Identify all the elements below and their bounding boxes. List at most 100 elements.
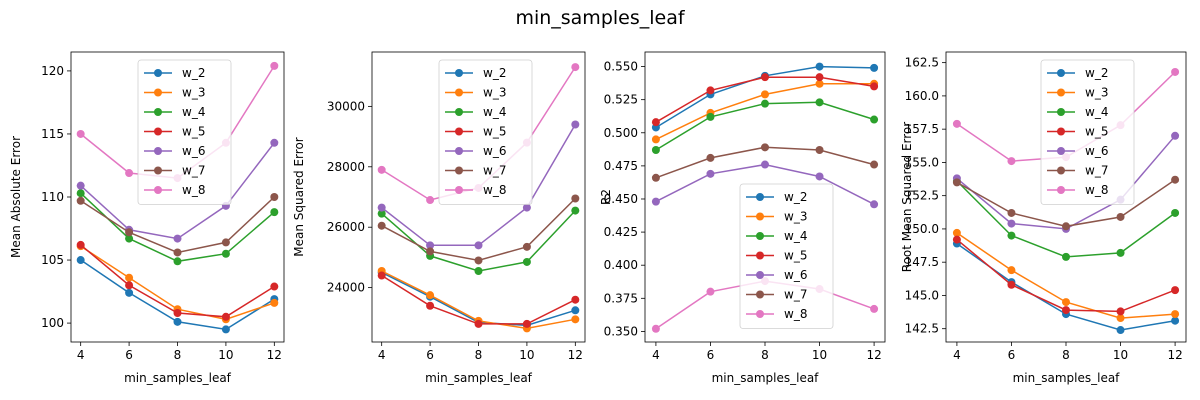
data-point-w_6 bbox=[706, 169, 715, 178]
data-point-w_5 bbox=[1171, 286, 1180, 295]
data-point-w_4 bbox=[571, 206, 580, 215]
legend-label: w_7 bbox=[483, 164, 506, 178]
data-point-w_8 bbox=[571, 63, 580, 72]
legend-marker bbox=[756, 271, 764, 279]
data-point-w_7 bbox=[474, 256, 483, 265]
data-point-w_7 bbox=[1116, 212, 1125, 221]
axes-frame bbox=[70, 51, 285, 343]
x-axis-label: min_samples_leaf bbox=[712, 371, 820, 385]
legend-marker bbox=[455, 108, 463, 116]
legend: w_2 w_3 w_4 w_5 w_6 w_7 w_8 bbox=[438, 59, 533, 205]
data-point-w_7 bbox=[571, 194, 580, 203]
legend-marker bbox=[1057, 88, 1065, 97]
y-axis-label: Mean Absolute Error bbox=[9, 136, 23, 258]
data-point-w_5 bbox=[870, 82, 879, 91]
y-axis-label: Mean Squared Error bbox=[292, 137, 306, 257]
y-tick-label: 120 bbox=[41, 64, 64, 78]
data-point-w_5 bbox=[76, 240, 85, 249]
y-tick-label: 157.5 bbox=[905, 122, 939, 136]
y-tick-label: 155.0 bbox=[905, 155, 939, 169]
data-point-w_4 bbox=[815, 98, 824, 107]
x-tick-label: 4 bbox=[77, 348, 85, 362]
data-point-w_6 bbox=[76, 181, 85, 190]
legend-marker bbox=[154, 69, 162, 77]
data-point-w_3 bbox=[1062, 298, 1070, 307]
x-tick-label: 12 bbox=[568, 348, 583, 362]
data-point-w_7 bbox=[1171, 175, 1180, 184]
y-tick-label: 0.425 bbox=[604, 225, 638, 239]
x-tick-label: 4 bbox=[652, 348, 660, 362]
legend-label: w_2 bbox=[483, 66, 506, 80]
subplot-2: 4 6 8 10 12 24000 26000 28000 30000 min_samples_l… bbox=[292, 51, 586, 385]
data-point-w_7 bbox=[952, 178, 961, 187]
legend-marker bbox=[455, 166, 463, 175]
x-tick-label: 10 bbox=[1113, 348, 1128, 362]
legend-label: w_6 bbox=[483, 144, 506, 158]
data-point-w_4 bbox=[651, 145, 660, 154]
legend-label: w_4 bbox=[784, 229, 807, 243]
y-tick-label: 30000 bbox=[327, 99, 365, 113]
legend-label: w_5 bbox=[483, 125, 506, 139]
data-point-w_6 bbox=[426, 241, 435, 250]
data-point-w_8 bbox=[125, 169, 134, 178]
data-point-w_3 bbox=[1171, 310, 1180, 319]
legend-marker bbox=[154, 108, 162, 116]
data-point-w_6 bbox=[1007, 219, 1016, 228]
data-point-w_7 bbox=[651, 173, 660, 182]
legend-label: w_7 bbox=[1085, 164, 1108, 178]
data-point-w_5 bbox=[1116, 307, 1125, 316]
data-point-w_3 bbox=[761, 90, 769, 99]
data-point-w_3 bbox=[125, 273, 134, 282]
legend-marker bbox=[1057, 108, 1065, 116]
data-point-w_4 bbox=[1062, 252, 1070, 261]
x-tick-label: 10 bbox=[218, 348, 233, 362]
axes-frame bbox=[371, 51, 586, 343]
data-point-w_3 bbox=[571, 315, 580, 324]
legend-marker bbox=[154, 186, 162, 194]
data-point-w_5 bbox=[571, 295, 580, 304]
legend-label: w_8 bbox=[784, 307, 807, 321]
legend-marker bbox=[154, 127, 162, 136]
data-point-w_7 bbox=[1007, 208, 1016, 217]
legend: w_2 w_3 w_4 w_5 w_6 w_7 w_8 bbox=[1040, 59, 1135, 205]
data-point-w_4 bbox=[1116, 248, 1125, 257]
x-tick-label: 4 bbox=[378, 348, 386, 362]
x-tick-label: 12 bbox=[1167, 348, 1182, 362]
legend-marker bbox=[1057, 69, 1065, 77]
axes-frame bbox=[945, 51, 1187, 343]
data-point-w_6 bbox=[377, 203, 386, 212]
data-point-w_6 bbox=[173, 234, 182, 243]
y-tick-label: 115 bbox=[41, 127, 64, 141]
legend-label: w_7 bbox=[182, 164, 205, 178]
legend-marker bbox=[1057, 166, 1065, 175]
legend-marker bbox=[1057, 147, 1065, 155]
data-point-w_4 bbox=[1007, 231, 1016, 240]
data-point-w_2 bbox=[76, 256, 85, 265]
data-point-w_5 bbox=[1007, 280, 1016, 289]
y-tick-label: 0.375 bbox=[604, 291, 638, 305]
data-point-w_7 bbox=[706, 153, 715, 162]
data-point-w_4 bbox=[125, 234, 134, 243]
data-point-w_8 bbox=[706, 287, 715, 296]
data-point-w_8 bbox=[270, 61, 279, 70]
data-point-w_2 bbox=[221, 325, 230, 334]
data-point-w_5 bbox=[815, 73, 824, 82]
data-point-w_7 bbox=[870, 160, 879, 169]
x-tick-label: 6 bbox=[1008, 348, 1016, 362]
y-tick-label: 24000 bbox=[327, 281, 365, 295]
data-point-w_5 bbox=[761, 73, 769, 82]
data-point-w_7 bbox=[761, 143, 769, 152]
data-point-w_6 bbox=[651, 197, 660, 206]
y-tick-label: 145.0 bbox=[905, 288, 939, 302]
legend-marker bbox=[756, 310, 764, 318]
data-point-w_4 bbox=[76, 189, 85, 198]
legend-marker bbox=[455, 69, 463, 77]
legend-label: w_4 bbox=[1085, 105, 1108, 119]
x-tick-label: 8 bbox=[475, 348, 483, 362]
axes-frame bbox=[644, 51, 886, 343]
y-tick-label: 0.550 bbox=[604, 60, 638, 74]
legend: w_2 w_3 w_4 w_5 w_6 w_7 w_8 bbox=[137, 59, 232, 205]
data-point-w_7 bbox=[125, 228, 134, 237]
legend-label: w_6 bbox=[182, 144, 205, 158]
